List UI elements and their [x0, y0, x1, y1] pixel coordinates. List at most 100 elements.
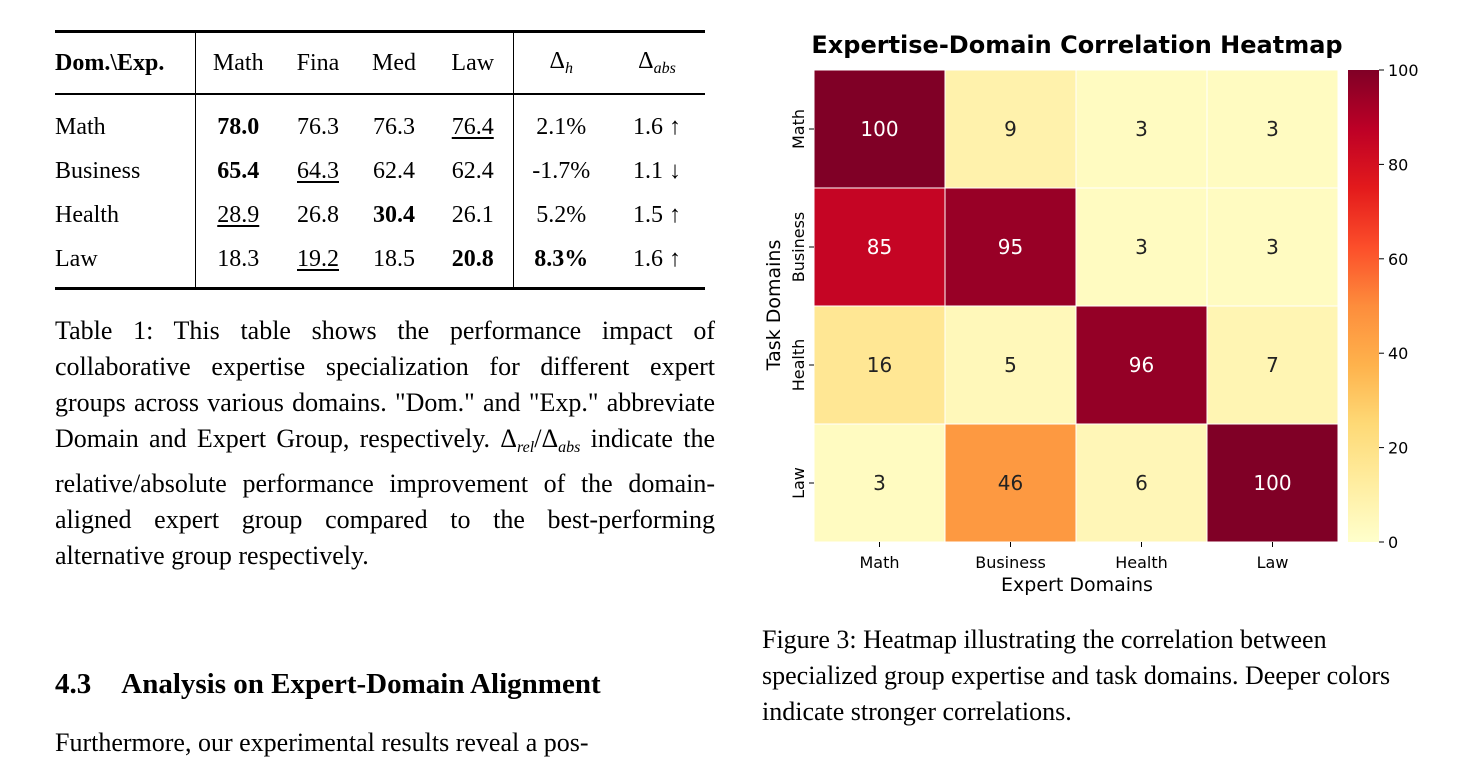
colorbar-tick-label: 0	[1388, 533, 1398, 552]
heatmap-cell	[944, 423, 1077, 543]
delta-abs-cell: 1.6 ↑	[633, 245, 681, 272]
heatmap-cell-label: 100	[1253, 471, 1291, 495]
table-row: Business 65.4 64.3 62.4 62.4 -1.7% 1.1 ↓	[55, 149, 705, 193]
colorbar-tick-label: 80	[1388, 155, 1408, 174]
table-row: Math 78.0 76.3 76.3 76.4 2.1% 1.6 ↑	[55, 94, 705, 149]
heatmap-cell-label: 7	[1266, 353, 1279, 377]
heatmap-cell-label: 3	[1135, 235, 1148, 259]
heatmap-cell-label: 3	[1266, 235, 1279, 259]
table-cell: 28.9	[194, 193, 281, 237]
header-expert-math: Math	[194, 31, 281, 94]
delta-rel-subscript: rel	[517, 439, 535, 456]
heatmap-figure: Expertise-Domain Correlation Heatmap 100…	[760, 25, 1420, 610]
table-cell: 62.4	[373, 157, 415, 184]
y-tick-label: Math	[789, 109, 808, 149]
row-domain: Health	[55, 201, 119, 228]
y-axis-label: Task Domains	[763, 240, 785, 372]
delta-abs-cell: 1.6 ↑	[633, 113, 681, 140]
heatmap-cell-label: 85	[867, 235, 892, 259]
header-expert-fina: Fina	[296, 49, 340, 76]
heatmap-cell	[1206, 187, 1339, 307]
results-table: Dom.\Exp. Math Fina Med Law Δh Δabs Math…	[55, 30, 705, 290]
heatmap-cell	[1206, 69, 1339, 189]
header-expert-med: Med	[372, 49, 416, 76]
table-cell: 18.3	[194, 237, 281, 289]
delta-h-cell: 5.2%	[512, 193, 609, 237]
heatmap-cell	[944, 69, 1077, 189]
table-caption-part1: Table 1: This table shows the performanc…	[55, 316, 715, 453]
x-axis-label: Expert Domains	[1001, 574, 1153, 596]
y-tick-label: Law	[789, 467, 808, 499]
x-tick-label: Business	[975, 553, 1046, 572]
table-cell: 62.4	[451, 157, 494, 184]
heatmap-cell-label: 5	[1004, 353, 1017, 377]
x-tick-label: Health	[1115, 553, 1168, 572]
table-row: Law 18.3 19.2 18.5 20.8 8.3% 1.6 ↑	[55, 237, 705, 289]
heatmap-chart: Expertise-Domain Correlation Heatmap 100…	[763, 31, 1419, 596]
heatmap-cell-label: 100	[860, 117, 898, 141]
colorbar-tick-label: 100	[1388, 61, 1419, 80]
header-delta-abs: Δabs	[609, 32, 705, 95]
header-delta-abs-subscript: abs	[653, 60, 676, 77]
heatmap-cell-label: 3	[873, 471, 886, 495]
row-domain: Math	[55, 113, 106, 140]
heatmap-cell	[1206, 423, 1339, 543]
heatmap-axes: Math Business Health Law Math Business Health L…	[789, 109, 1288, 572]
heatmap-cell	[944, 187, 1077, 307]
heatmap-cell-label: 9	[1004, 117, 1017, 141]
heatmap-cell	[1206, 305, 1339, 425]
delta-h-cell: -1.7%	[512, 149, 609, 193]
header-delta-h-symbol: Δ	[549, 48, 565, 74]
table-cell: 76.4	[451, 113, 494, 140]
heatmap-cell-label: 95	[998, 235, 1023, 259]
table-cell: 19.2	[297, 245, 339, 272]
table-cell: 30.4	[373, 201, 415, 228]
colorbar-tick-label: 20	[1388, 439, 1408, 458]
heatmap-cell	[944, 305, 1077, 425]
caption-slash: /	[534, 424, 542, 453]
section-number: 4.3	[55, 668, 92, 700]
delta-h-cell: 8.3%	[512, 237, 609, 289]
heatmap-cell-label: 16	[867, 353, 892, 377]
table-header-row: Dom.\Exp. Math Fina Med Law Δh Δabs	[55, 31, 705, 95]
heatmap-cell	[813, 305, 946, 425]
header-expert-law: Law	[451, 49, 495, 76]
delta-abs-symbol: Δ	[541, 424, 559, 453]
table-cell: 76.3	[373, 113, 415, 140]
table-row: Health 28.9 26.8 30.4 26.1 5.2% 1.5 ↑	[55, 193, 705, 237]
table-cell: 26.8	[297, 201, 339, 228]
table-cell: 78.0	[194, 94, 281, 149]
delta-rel-symbol: Δ	[500, 424, 518, 453]
table-cell: 26.1	[451, 201, 494, 228]
table-cell: 65.4	[194, 149, 281, 193]
section-heading: 4.3 Analysis on Expert-Domain Alignment	[55, 668, 601, 701]
table-caption: Table 1: This table shows the performanc…	[55, 313, 715, 574]
heatmap-cell-label: 6	[1135, 471, 1148, 495]
x-tick-label: Math	[859, 553, 899, 572]
table-cell: 76.3	[297, 113, 339, 140]
delta-abs-cell: 1.1 ↓	[633, 157, 681, 184]
colorbar-ticks: 0 20 40 60 80 100	[1379, 61, 1419, 552]
heatmap-cell	[1075, 69, 1208, 189]
heatmap-cells: 100 9 3 3 85 95 3 3 16 5 96 7 3 46 6 100	[813, 69, 1339, 543]
colorbar-tick-label: 40	[1388, 344, 1408, 363]
delta-h-cell: 2.1%	[512, 94, 609, 149]
table-cell: 64.3	[297, 157, 339, 184]
delta-abs-subscript: abs	[558, 439, 581, 456]
chart-title: Expertise-Domain Correlation Heatmap	[811, 31, 1342, 59]
y-tick-label: Business	[789, 212, 808, 283]
y-tick-label: Health	[789, 339, 808, 392]
header-delta-h: Δh	[512, 31, 609, 94]
header-delta-abs-symbol: Δ	[638, 48, 654, 74]
heatmap-cell-label: 3	[1266, 117, 1279, 141]
section-title: Analysis on Expert-Domain Alignment	[121, 668, 601, 700]
row-domain: Business	[55, 157, 141, 184]
heatmap-cell	[1075, 423, 1208, 543]
heatmap-cell	[1075, 305, 1208, 425]
table-caption-part2: indicate the relative/absolute performan…	[55, 424, 715, 570]
body-text: Furthermore, our experimental results re…	[55, 728, 589, 757]
colorbar	[1348, 70, 1379, 542]
table-cell: 18.5	[373, 245, 415, 272]
x-tick-label: Law	[1257, 553, 1289, 572]
heatmap-cell	[813, 423, 946, 543]
